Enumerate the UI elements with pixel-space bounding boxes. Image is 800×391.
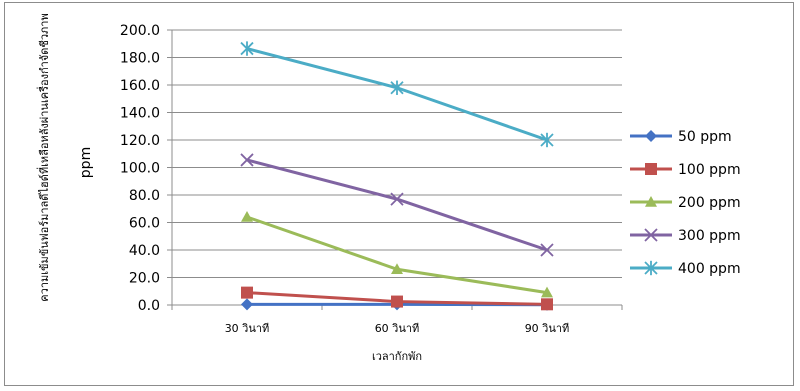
- x-tick-label: 30 วินาที: [225, 322, 270, 335]
- x-marker: [390, 192, 404, 206]
- y-tick-label: 200.0: [120, 23, 160, 39]
- y-tick-label: 120.0: [120, 133, 160, 149]
- y-tick-label: 80.0: [129, 188, 160, 204]
- y-tick-label: 160.0: [120, 78, 160, 94]
- data-point: [645, 130, 657, 142]
- legend-label: 400 ppm: [678, 261, 741, 277]
- data-point: [644, 228, 658, 242]
- square-marker: [241, 286, 253, 299]
- data-point: [645, 163, 657, 175]
- y-axis-title: ความเข้มข้นฟอร์มาลดีไฮด์ที่เหลือหลังผ่าน…: [36, 13, 51, 301]
- data-point: [241, 298, 253, 311]
- square-marker: [541, 298, 553, 311]
- triangle-marker: [645, 196, 657, 207]
- data-point: [541, 298, 553, 311]
- x-marker: [540, 243, 554, 257]
- triangle-marker: [391, 263, 403, 275]
- legend-label: 100 ppm: [678, 162, 741, 178]
- y-tick-label: 100.0: [120, 161, 160, 177]
- data-point: [645, 196, 657, 207]
- series-line: [246, 158, 548, 252]
- square-marker: [391, 295, 403, 308]
- legend-label: 200 ppm: [678, 195, 741, 211]
- data-point: [240, 41, 254, 56]
- y-tick-label: 140.0: [120, 106, 160, 122]
- data-point: [241, 286, 253, 299]
- y-axis-unit: ppm: [78, 147, 94, 178]
- x-marker: [240, 153, 254, 167]
- data-point: [240, 153, 254, 167]
- x-axis-title: เวลากักพัก: [372, 350, 422, 363]
- data-point: [390, 192, 404, 206]
- y-tick-label: 0.0: [138, 298, 160, 314]
- data-point: [540, 243, 554, 257]
- data-point: [391, 295, 403, 308]
- data-point: [540, 132, 554, 148]
- legend-label: 300 ppm: [678, 228, 741, 244]
- data-point: [241, 211, 253, 222]
- data-point: [644, 260, 658, 276]
- x-tick-label: 90 วินาที: [525, 322, 570, 335]
- series-line: [246, 215, 548, 295]
- triangle-marker: [241, 211, 253, 222]
- y-tick-label: 60.0: [129, 216, 160, 232]
- y-tick-label: 20.0: [129, 271, 160, 287]
- legend-label: 50 ppm: [678, 129, 732, 145]
- diamond-marker: [241, 298, 253, 311]
- data-point: [390, 80, 404, 95]
- data-point: [391, 263, 403, 275]
- chart-area: [4, 2, 794, 386]
- y-tick-label: 40.0: [129, 243, 160, 259]
- diamond-marker: [645, 130, 657, 142]
- x-marker: [644, 228, 658, 242]
- x-tick-label: 60 วินาที: [375, 322, 420, 335]
- data-point: [541, 286, 553, 298]
- triangle-marker: [541, 286, 553, 298]
- square-marker: [645, 163, 657, 175]
- y-tick-label: 180.0: [120, 51, 160, 67]
